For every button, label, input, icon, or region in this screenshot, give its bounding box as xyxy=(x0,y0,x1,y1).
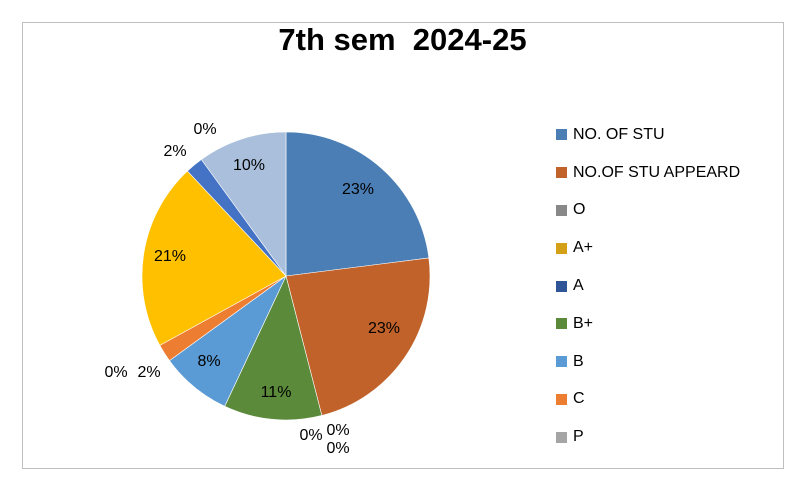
legend-swatch xyxy=(556,204,567,216)
data-label-0: 23% xyxy=(342,181,374,198)
legend-label: NO.OF STU APPEARD xyxy=(573,163,741,181)
legend-label: B xyxy=(573,352,584,370)
legend-label: C xyxy=(573,390,585,408)
data-label-3: 0% xyxy=(326,440,349,457)
legend-swatch xyxy=(556,393,567,405)
legend-label: B+ xyxy=(573,314,594,332)
legend-label: O xyxy=(573,201,586,219)
data-label-5: 0% xyxy=(299,427,322,444)
data-label-6: 8% xyxy=(197,353,220,370)
legend-swatch xyxy=(556,356,567,368)
legend-swatch xyxy=(556,318,567,330)
data-label-7: 2% xyxy=(137,364,160,381)
legend-item-5: B+ xyxy=(556,305,740,343)
legend-label: A+ xyxy=(573,239,594,257)
chart-title: 7th sem 2024-25 xyxy=(278,22,527,57)
data-label-12: 10% xyxy=(233,157,265,174)
legend-item-3: A+ xyxy=(556,229,740,267)
data-label-8: 0% xyxy=(104,364,127,381)
legend-item-0: NO. OF STU xyxy=(556,116,740,154)
pie-slice-0 xyxy=(285,131,430,277)
legend-label: A xyxy=(573,277,584,295)
data-label-10: 2% xyxy=(163,143,186,160)
data-label-1: 23% xyxy=(368,320,400,337)
legend-item-1: NO.OF STU APPEARD xyxy=(556,154,740,192)
legend-swatch xyxy=(556,280,567,292)
legend-label: NO. OF STU xyxy=(573,125,665,143)
legend-item-8: P xyxy=(556,418,740,456)
pie-slice-9 xyxy=(141,170,287,346)
legend-swatch xyxy=(556,129,567,141)
legend-item-6: B xyxy=(556,343,740,381)
pie-slice-1 xyxy=(285,257,431,416)
legend-label: P xyxy=(573,428,584,446)
legend-item-4: A xyxy=(556,267,740,305)
chart-legend: NO. OF STU NO.OF STU APPEARD O A+ A B+ B C P xyxy=(556,116,740,456)
legend-swatch xyxy=(556,431,567,443)
legend-swatch xyxy=(556,167,567,179)
legend-item-7: C xyxy=(556,381,740,419)
legend-swatch xyxy=(556,242,567,254)
pie-slice-12 xyxy=(200,131,287,277)
data-label-9: 21% xyxy=(154,248,186,265)
data-label-4: 11% xyxy=(261,384,292,401)
data-label-2: 0% xyxy=(326,422,349,439)
data-label-11: 0% xyxy=(193,121,216,138)
legend-item-2: O xyxy=(556,192,740,230)
pie-slice-4 xyxy=(224,275,323,421)
